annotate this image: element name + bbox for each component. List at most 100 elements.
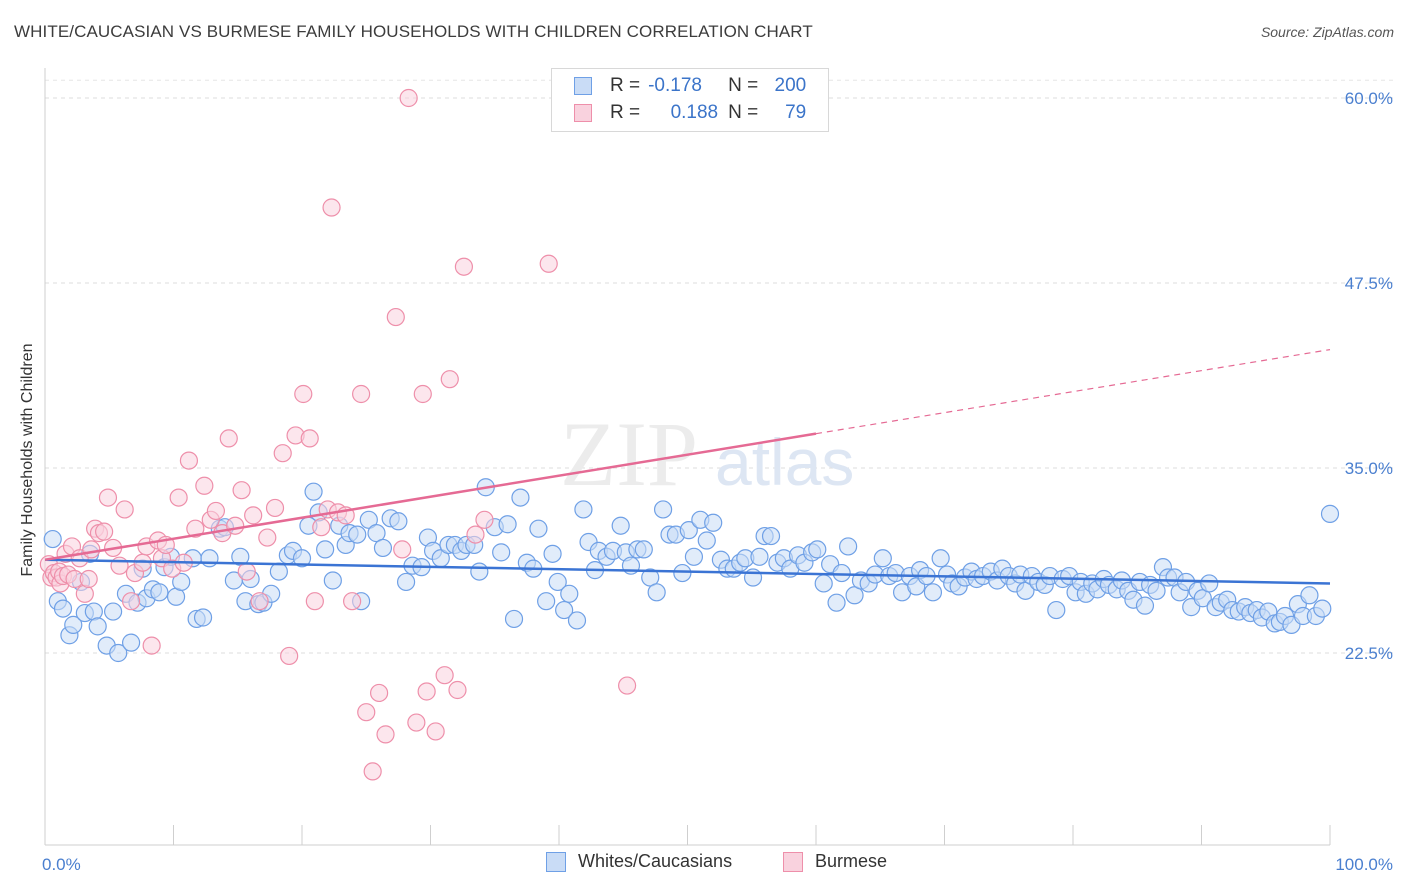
data-point	[150, 583, 169, 602]
data-point	[543, 544, 562, 563]
data-point	[684, 547, 704, 566]
data-point	[294, 384, 313, 404]
data-point	[280, 646, 299, 666]
data-point	[923, 583, 943, 602]
y-tick-label: 35.0%	[1345, 459, 1393, 478]
data-point	[1200, 574, 1219, 593]
data-point	[1147, 581, 1166, 600]
y-axis-title: Family Households with Children	[19, 343, 36, 577]
data-point	[555, 600, 574, 620]
data-point	[304, 482, 323, 501]
data-point	[95, 522, 114, 541]
legend-label-burmese: Burmese	[815, 851, 888, 871]
data-point	[179, 451, 199, 470]
data-point	[195, 476, 214, 495]
data-point	[64, 615, 83, 634]
legend-item-whites[interactable]: Whites/Caucasians	[546, 851, 732, 872]
data-point	[292, 549, 312, 568]
data-point	[697, 531, 716, 550]
data-point	[250, 592, 269, 611]
data-point	[244, 506, 263, 525]
legend-swatch-whites	[546, 851, 566, 872]
data-point	[300, 429, 319, 448]
data-point	[232, 481, 251, 500]
data-point	[396, 572, 416, 592]
data-point	[548, 572, 567, 592]
data-point	[193, 608, 213, 627]
data-point	[53, 599, 73, 618]
data-point	[393, 540, 412, 559]
tick-labels: 22.5% 35.0% 47.5% 60.0% 0.0% 100.0%	[42, 89, 1393, 874]
data-point	[200, 549, 219, 568]
data-point	[498, 515, 517, 534]
data-point	[839, 537, 858, 556]
data-point	[104, 602, 123, 621]
data-point	[79, 569, 98, 589]
data-point	[653, 500, 673, 519]
data-point	[169, 488, 188, 507]
data-point	[634, 540, 653, 559]
data-point	[316, 540, 335, 559]
data-point	[827, 593, 846, 612]
data-point	[269, 562, 288, 581]
y-tick-label: 22.5%	[1345, 644, 1393, 663]
y-tick-label: 47.5%	[1345, 274, 1393, 293]
data-point	[363, 762, 382, 781]
legend-n-label: N =	[728, 102, 759, 123]
data-point	[611, 516, 630, 535]
data-point	[435, 666, 454, 685]
data-point	[98, 488, 118, 507]
legend-row-whites: R = -0.178 N = 200	[574, 75, 806, 97]
data-point	[121, 633, 141, 652]
data-point	[417, 682, 436, 701]
data-point	[357, 703, 376, 722]
trend-line-whites	[44, 558, 1331, 585]
data-point	[237, 562, 256, 581]
legend-row-burmese: R = 0.188 N = 79	[574, 102, 806, 124]
legend-swatch-whites	[574, 77, 592, 95]
legend-r-label: R =	[610, 102, 641, 123]
data-point	[407, 713, 426, 732]
data-point	[426, 722, 445, 741]
data-point	[88, 617, 107, 636]
data-point	[322, 198, 341, 217]
data-point	[470, 562, 489, 581]
data-point	[343, 592, 362, 611]
data-point	[475, 510, 494, 529]
data-point	[537, 592, 556, 611]
data-point	[348, 525, 367, 544]
legend-n-value: 79	[785, 102, 807, 123]
data-point	[186, 519, 205, 538]
data-point	[258, 528, 277, 547]
y-tick-label: 60.0%	[1345, 89, 1393, 108]
data-point	[761, 526, 781, 546]
data-point	[832, 563, 851, 583]
data-point	[539, 254, 558, 273]
data-point	[312, 518, 331, 537]
data-point	[511, 488, 530, 507]
legend-n-label: N =	[728, 75, 759, 96]
legend-label-whites: Whites/Caucasians	[578, 851, 733, 871]
data-point	[814, 574, 833, 593]
data-point	[448, 680, 467, 700]
data-point	[492, 543, 511, 562]
watermark-atlas: atlas	[715, 425, 854, 499]
data-point	[931, 549, 950, 568]
data-point	[115, 500, 134, 519]
data-point	[560, 584, 579, 603]
data-point	[647, 583, 666, 602]
x-tick-label: 100.0%	[1335, 855, 1393, 874]
data-point	[226, 516, 245, 535]
data-point	[808, 540, 827, 559]
data-point	[673, 563, 692, 583]
data-point	[466, 525, 485, 544]
legend-item-burmese[interactable]: Burmese	[783, 851, 887, 872]
data-point	[109, 643, 128, 663]
legend-r-label: R =	[610, 75, 641, 96]
legend-swatch-burmese	[783, 851, 803, 872]
data-point	[82, 540, 101, 559]
data-point	[219, 429, 238, 448]
watermark-zip: ZIP	[560, 403, 698, 505]
data-point	[1047, 600, 1066, 620]
